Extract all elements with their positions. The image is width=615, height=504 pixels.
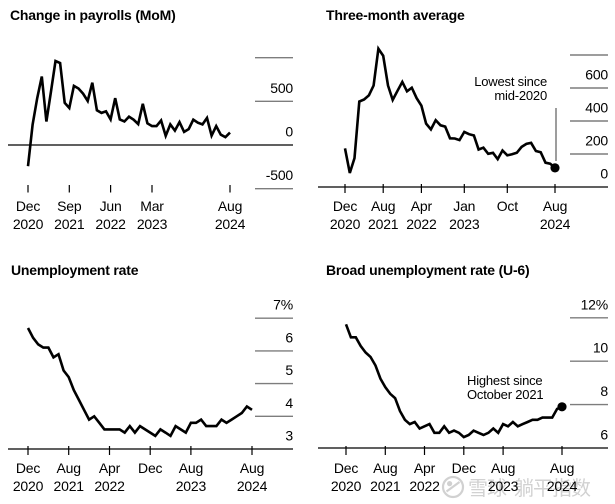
- watermark-brand-text: 雪球: [468, 478, 507, 500]
- u6-rate-x-tick-label-month: Aug: [550, 460, 574, 476]
- xueqiu-snowball-logo-icon: [441, 475, 465, 498]
- payrolls-mom-x-tick-label-year: 2024: [215, 216, 246, 232]
- unemployment-rate-y-tick-label: 4: [285, 395, 293, 411]
- chart-title-three-month-avg: Three-month average: [326, 7, 465, 23]
- u6-rate-x-tick-label-month: Apr: [414, 460, 436, 476]
- xueqiu-watermark: 雪球 躺平指数: [441, 472, 591, 501]
- three-month-avg-last-point-dot: [550, 163, 560, 173]
- three-month-avg-x-tick-label-year: 2023: [449, 216, 480, 232]
- unemployment-rate-x-tick-label-year: 2020: [13, 478, 44, 494]
- payrolls-mom-x-tick-label-year: 2023: [137, 216, 168, 232]
- three-month-avg-x-tick-label-year: 2021: [368, 216, 399, 232]
- u6-rate-series-line: [344, 323, 563, 439]
- payrolls-mom-y-tick-label: 0: [285, 124, 293, 140]
- three-month-avg-y-tick-label: 600: [585, 67, 608, 83]
- payrolls-mom-x-tick-label-month: Dec: [16, 198, 40, 214]
- unemployment-rate-x-tick-label-year: 2022: [94, 478, 125, 494]
- payrolls-mom-x-tick-label-month: Mar: [140, 198, 164, 214]
- annotation-lowest-since: Lowest since mid-2020: [474, 75, 547, 102]
- three-month-avg-x-tick-label-month: Aug: [543, 198, 567, 214]
- u6-rate-x-tick-label-year: 2021: [370, 478, 401, 494]
- unemployment-rate-x-tick-label-year: 2021: [54, 478, 85, 494]
- three-month-avg-x-tick-label-month: Dec: [333, 198, 357, 214]
- three-month-avg-y-tick-label: 0: [600, 166, 608, 182]
- unemployment-rate-y-tick-label: 6: [285, 329, 293, 345]
- u6-rate-x-tick-label-month: Aug: [491, 460, 515, 476]
- chart-title-u6-rate: Broad unemployment rate (U-6): [326, 262, 530, 278]
- annotation-line: Highest since: [467, 373, 543, 388]
- unemployment-rate-x-tick-label-year: 2024: [237, 478, 268, 494]
- three-month-avg-series-line: [343, 45, 556, 174]
- three-month-avg-y-tick-label: 200: [585, 133, 608, 149]
- watermark-username-text: 躺平指数: [514, 478, 591, 500]
- annotation-highest-since: Highest since October 2021: [467, 373, 544, 402]
- u6-rate-x-tick-label-year: 2024: [547, 478, 578, 494]
- annotation-line: October 2021: [467, 386, 544, 402]
- unemployment-rate-y-tick-label: 7%: [273, 297, 293, 313]
- u6-rate-x-tick-label-year: 2023: [488, 478, 519, 494]
- three-month-avg-x-tick-label-year: 2020: [330, 216, 361, 232]
- payrolls-mom-y-tick-label: -500: [266, 167, 294, 183]
- payrolls-mom-x-tick-label-year: 2020: [13, 216, 44, 232]
- u6-rate-last-point-dot: [557, 402, 567, 412]
- u6-rate-x-tick-label-year: 2022: [409, 478, 440, 494]
- u6-rate-x-tick-label-year: 2020: [331, 478, 362, 494]
- unemployment-rate-x-tick-label-year: 2023: [176, 478, 207, 494]
- u6-rate-y-tick-label: 10: [593, 340, 609, 356]
- unemployment-rate-y-tick-label: 5: [285, 362, 293, 378]
- u6-rate-x-tick-label-month: Dec: [334, 460, 358, 476]
- three-month-avg-x-tick-label-year: 2022: [406, 216, 437, 232]
- payrolls-mom-y-tick-label: 500: [270, 80, 293, 96]
- annotation-line: mid-2020: [494, 87, 547, 103]
- u6-rate-y-tick-label: 8: [600, 383, 608, 399]
- unemployment-rate-x-tick-label-month: Aug: [240, 460, 264, 476]
- u6-rate-x-tick-label-month: Dec: [452, 460, 476, 476]
- three-month-avg-y-tick-label: 400: [585, 100, 608, 116]
- three-month-avg-x-tick-label-year: 2024: [540, 216, 571, 232]
- u6-rate-y-tick-label: 12%: [581, 296, 608, 312]
- annotation-line: Lowest since: [474, 74, 547, 89]
- unemployment-rate-x-tick-label-month: Apr: [99, 460, 121, 476]
- three-month-avg-x-tick-label-month: Jan: [453, 198, 475, 214]
- three-month-avg-x-tick-label-month: Oct: [497, 198, 518, 214]
- unemployment-rate-series-line: [26, 327, 253, 438]
- unemployment-rate-x-tick-label-month: Dec: [16, 460, 40, 476]
- unemployment-rate-x-tick-label-month: Aug: [179, 460, 203, 476]
- unemployment-rate-x-tick-label-month: Dec: [138, 460, 162, 476]
- chart-title-unemployment-rate: Unemployment rate: [11, 262, 139, 278]
- payrolls-mom-x-tick-label-month: Sep: [57, 198, 82, 214]
- payrolls-mom-x-tick-label-year: 2022: [95, 216, 126, 232]
- unemployment-rate-x-tick-label-month: Aug: [57, 460, 81, 476]
- payrolls-mom-x-tick-label-month: Aug: [218, 198, 242, 214]
- three-month-avg-x-tick-label-month: Apr: [411, 198, 433, 214]
- payrolls-mom-x-tick-label-month: Jun: [100, 198, 122, 214]
- u6-rate-x-tick-label-month: Aug: [373, 460, 397, 476]
- unemployment-rate-y-tick-label: 3: [285, 428, 293, 444]
- chart-title-payrolls-mom: Change in payrolls (MoM): [10, 7, 176, 23]
- u6-rate-y-tick-label: 6: [600, 427, 608, 443]
- payrolls-mom-x-tick-label-year: 2021: [54, 216, 85, 232]
- payrolls-mom-series-line: [26, 59, 231, 167]
- three-month-avg-x-tick-label-month: Aug: [371, 198, 395, 214]
